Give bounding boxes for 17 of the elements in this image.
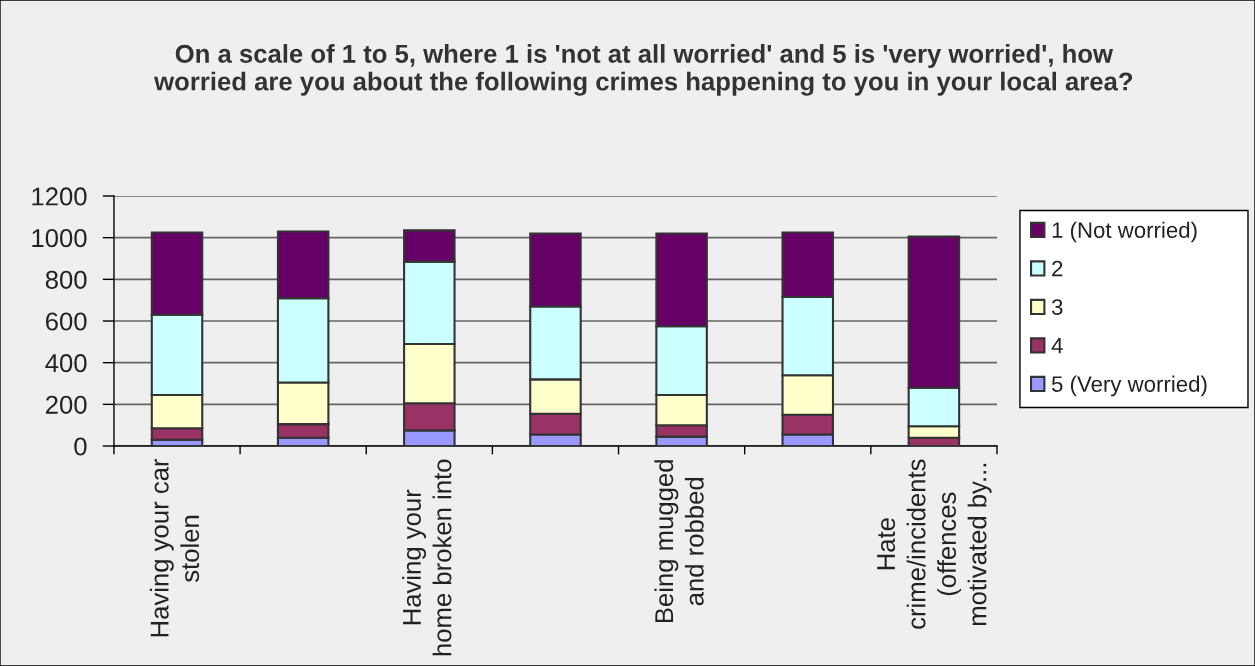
chart-title: On a scale of 1 to 5, where 1 is 'not at all worried' and 5 is 'very worried', how worried are you about the following crimes happening to you in your local area? [154, 44, 1133, 96]
x-tick-label: Hate crime/incidents (offences motivated by... [877, 459, 992, 629]
y-tick-label: 400 [45, 354, 87, 373]
y-tick-label: 600 [46, 312, 87, 331]
legend-label: 5 (Very worried) [1051, 375, 1207, 397]
y-tick-label: 800 [45, 270, 87, 289]
x-tick-label: Being mugged and robbed [654, 460, 704, 623]
y-tick-label: 200 [45, 395, 87, 414]
x-tick-label: Having your car stolen [149, 458, 200, 637]
legend-label: 4 [1051, 337, 1063, 354]
y-tick-label: 1200 [32, 187, 87, 206]
y-tick-label: 1000 [32, 229, 87, 248]
legend-label: 3 [1051, 299, 1063, 315]
y-tick-label: 0 [74, 437, 87, 456]
legend-label: 1 (Not worried) [1052, 221, 1197, 243]
legend-label: 2 [1052, 260, 1063, 277]
x-tick-label: Having your home broken into [402, 459, 452, 656]
